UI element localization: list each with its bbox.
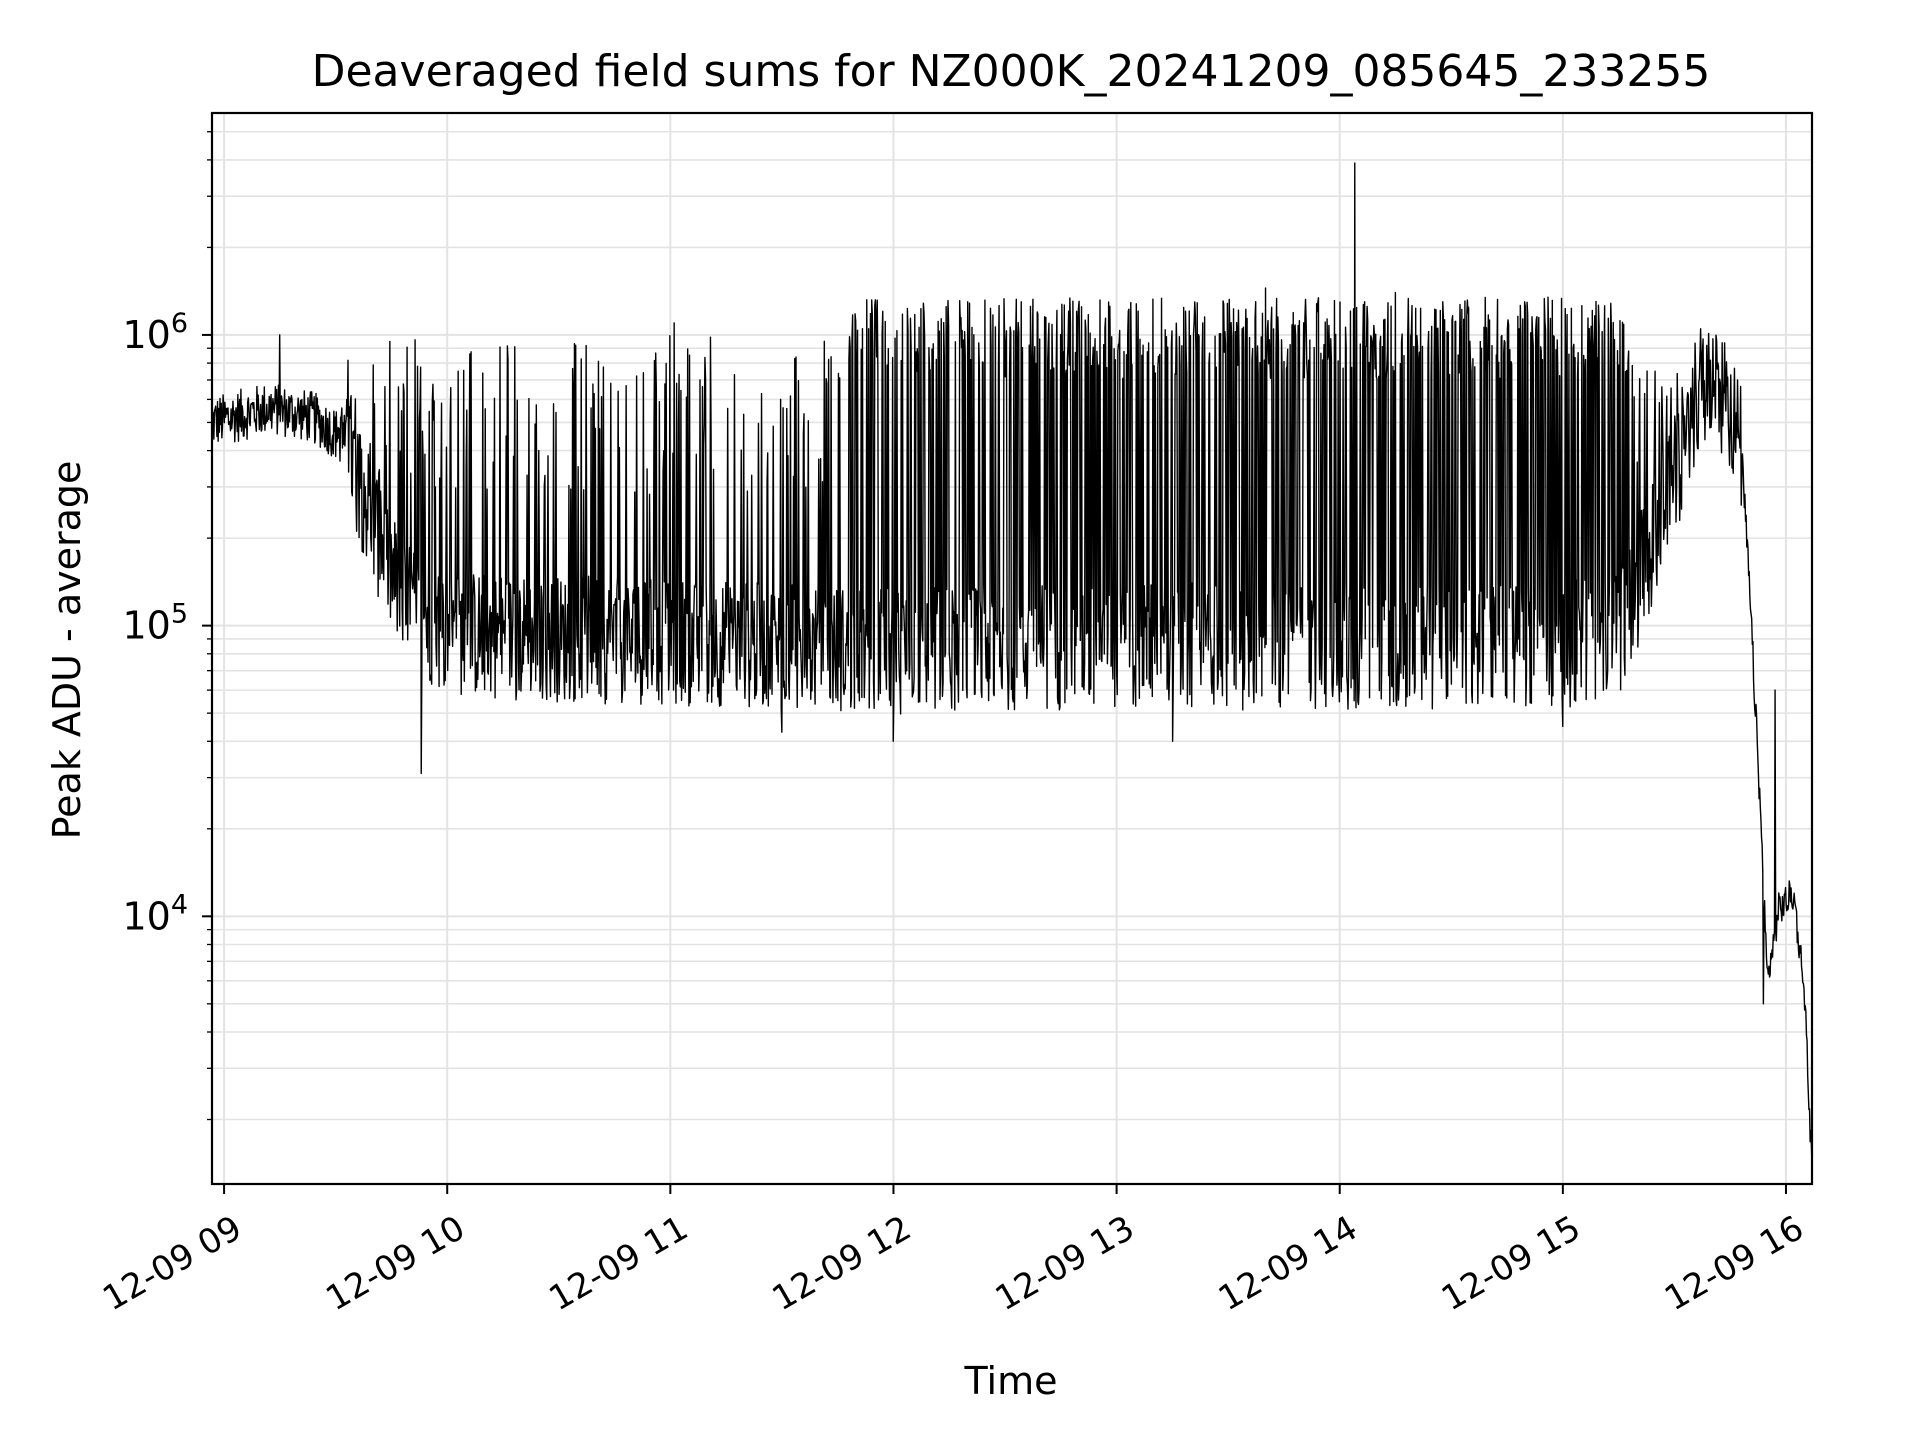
x-tick-label: 12-09 14 — [1212, 1208, 1364, 1319]
y-axis-label: Peak ADU - average — [45, 461, 89, 840]
series-1 — [211, 162, 1813, 1167]
x-tick-label: 12-09 16 — [1658, 1208, 1810, 1319]
chart-title: Deaveraged field sums for NZ000K_2024120… — [312, 46, 1711, 97]
x-tick-label: 12-09 11 — [543, 1208, 695, 1319]
x-tick-label: 12-09 10 — [319, 1208, 471, 1319]
x-axis-label: Time — [964, 1359, 1058, 1403]
plot-area-frame — [210, 111, 1814, 1186]
x-tick-label: 12-09 15 — [1435, 1208, 1587, 1319]
x-tick-label: 12-09 09 — [96, 1208, 248, 1319]
series-line — [211, 162, 1813, 1167]
y-tick-label: 105 — [122, 599, 188, 648]
y-tick-label: 106 — [122, 308, 188, 357]
y-tick-label: 104 — [122, 889, 188, 938]
grid — [212, 113, 1812, 1184]
x-tick-label: 12-09 12 — [766, 1208, 918, 1319]
x-tick-label: 12-09 13 — [989, 1208, 1141, 1319]
axis-ticks: 12-09 09 12-09 10 12-09 11 12-09 12 12-09 13… — [96, 131, 1811, 1319]
